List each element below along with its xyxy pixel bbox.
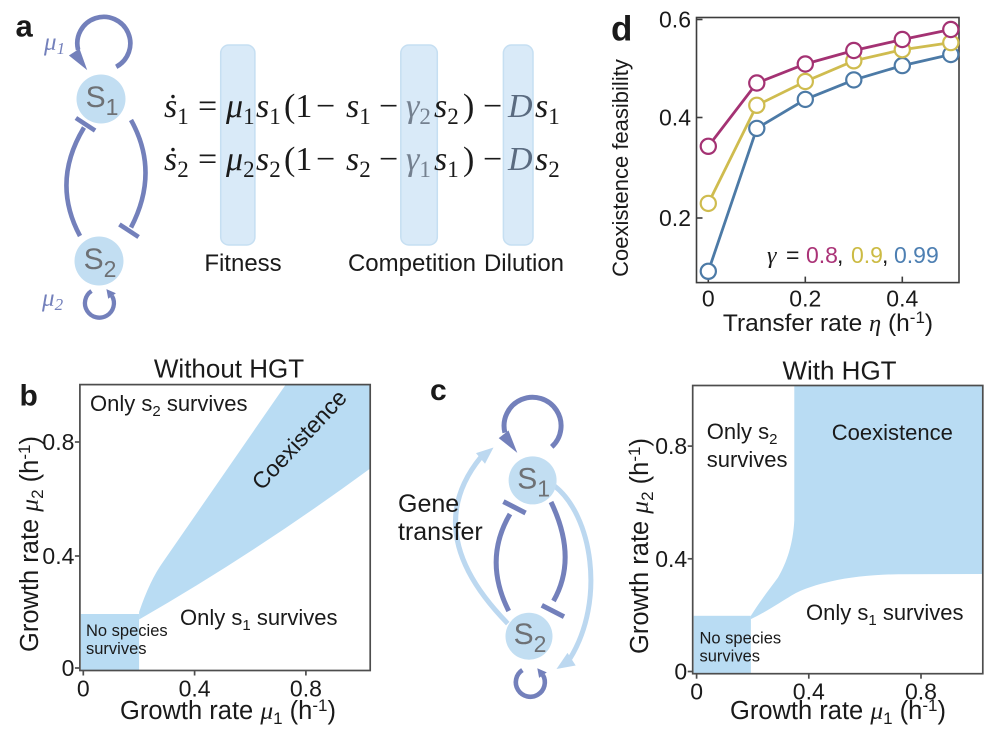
svg-text:s2: s2 [535, 141, 560, 182]
svg-text:d: d [611, 10, 632, 49]
svg-text:Fitness: Fitness [204, 250, 281, 277]
svg-text:0.4: 0.4 [42, 543, 74, 569]
svg-text:=: = [786, 242, 799, 268]
svg-text:With HGT: With HGT [782, 356, 896, 386]
svg-text:μ1: μ1 [43, 29, 65, 58]
svg-text:s1: s1 [434, 141, 459, 182]
svg-text:No species: No species [700, 630, 782, 648]
svg-text:ṡ1: ṡ1 [164, 88, 189, 129]
svg-text:Without HGT: Without HGT [154, 354, 304, 384]
svg-text:Gene: Gene [398, 490, 459, 518]
svg-text:s2: s2 [256, 141, 281, 182]
svg-text:,: , [882, 242, 888, 268]
svg-text:0: 0 [62, 655, 75, 681]
svg-text:0: 0 [702, 286, 715, 312]
svg-text:Competition: Competition [348, 250, 476, 277]
svg-text:c: c [430, 374, 447, 407]
svg-text:Coexistence feasibility: Coexistence feasibility [608, 59, 633, 277]
svg-text:−: − [316, 88, 335, 125]
svg-text:survives: survives [86, 640, 147, 658]
svg-text:survives: survives [700, 648, 761, 666]
svg-text:0.4: 0.4 [655, 546, 687, 572]
svg-text:μ2: μ2 [41, 285, 64, 314]
svg-text:a: a [16, 9, 34, 44]
svg-text:0.8: 0.8 [42, 429, 74, 455]
svg-text:s1: s1 [535, 88, 560, 129]
svg-text:Growth rate μ2 (h-1): Growth rate μ2 (h-1) [625, 438, 657, 654]
svg-text:0.2: 0.2 [789, 286, 821, 312]
svg-text:): ) [463, 141, 474, 178]
svg-text:0: 0 [674, 659, 687, 685]
svg-text:): ) [463, 88, 474, 125]
svg-text:Dilution: Dilution [484, 250, 564, 277]
svg-text:0.2: 0.2 [659, 205, 691, 231]
svg-text:b: b [20, 380, 38, 413]
svg-text:Growth rate μ1 (h-1): Growth rate μ1 (h-1) [730, 696, 946, 728]
svg-text:−: − [483, 88, 502, 125]
svg-text:γ: γ [767, 243, 777, 269]
svg-text:0.6: 0.6 [659, 7, 691, 33]
svg-text:Growth rate μ1 (h-1): Growth rate μ1 (h-1) [120, 696, 336, 728]
svg-text:Only s2: Only s2 [707, 419, 778, 448]
svg-text:transfer: transfer [398, 518, 483, 546]
svg-text:−: − [483, 141, 502, 178]
svg-text:Coexistence: Coexistence [832, 420, 953, 445]
svg-text:Growth rate μ2 (h-1): Growth rate μ2 (h-1) [15, 436, 47, 652]
svg-text:0.4: 0.4 [179, 676, 211, 702]
svg-text:=: = [198, 88, 217, 125]
svg-text:0: 0 [77, 676, 90, 702]
svg-text:0: 0 [690, 679, 703, 705]
svg-text:0.4: 0.4 [793, 679, 825, 705]
svg-text:0.99: 0.99 [894, 242, 939, 268]
svg-text:s2: s2 [346, 141, 371, 182]
svg-text:No species: No species [86, 622, 168, 640]
svg-text:Transfer rate η (h-1): Transfer rate η (h-1) [723, 308, 933, 337]
svg-text:−: − [316, 141, 335, 178]
svg-text:−: − [379, 88, 398, 125]
svg-text:s1: s1 [346, 88, 371, 129]
svg-text:ṡ2: ṡ2 [164, 141, 189, 182]
svg-text:Only s1 survives: Only s1 survives [180, 605, 338, 634]
svg-text:Only s1 survives: Only s1 survives [806, 600, 964, 629]
svg-text:=: = [198, 141, 217, 178]
svg-text:0.8: 0.8 [905, 679, 937, 705]
svg-text:Only s2 survives: Only s2 survives [90, 391, 248, 420]
svg-text:0.8: 0.8 [655, 433, 687, 459]
svg-text:0.4: 0.4 [659, 105, 691, 131]
svg-text:−: − [379, 141, 398, 178]
svg-text:0.9: 0.9 [851, 242, 883, 268]
svg-text:s1: s1 [256, 88, 281, 129]
svg-text:s2: s2 [434, 88, 459, 129]
svg-text:(1: (1 [284, 88, 312, 125]
svg-text:,: , [837, 242, 843, 268]
svg-text:0.8: 0.8 [806, 242, 838, 268]
svg-text:0.4: 0.4 [886, 286, 918, 312]
svg-text:0.8: 0.8 [290, 676, 322, 702]
svg-text:D: D [507, 88, 533, 125]
svg-text:μ1: μ1 [225, 88, 255, 129]
svg-text:D: D [507, 141, 533, 178]
svg-text:S1: S1 [86, 81, 119, 120]
svg-text:(1: (1 [284, 141, 312, 178]
svg-text:survives: survives [707, 447, 788, 472]
